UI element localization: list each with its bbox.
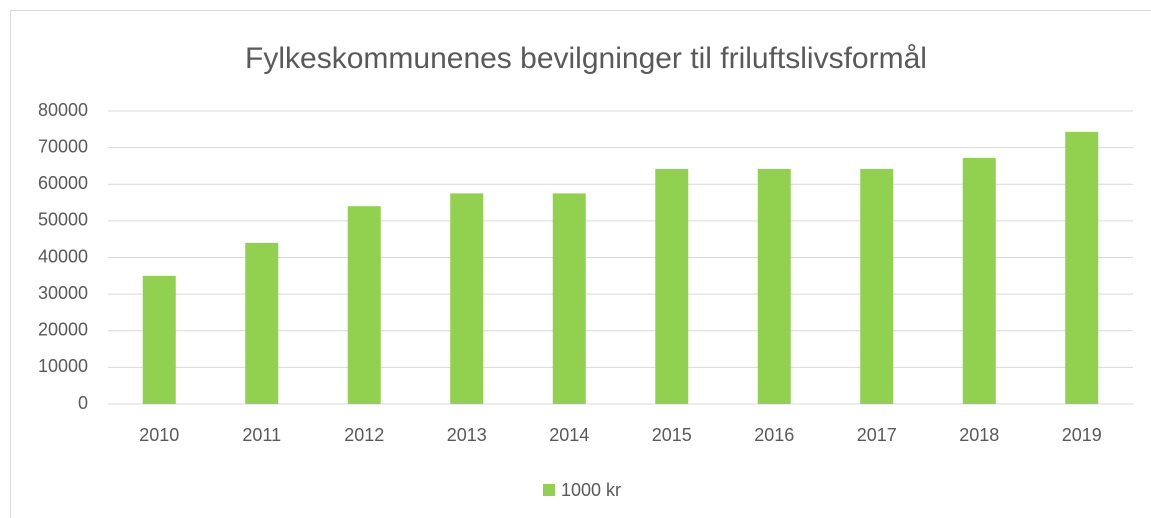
x-tick-label: 2011 [242,425,281,445]
x-tick-label: 2018 [959,425,999,445]
y-tick-label: 80000 [38,100,88,120]
bar [757,168,791,404]
x-tick-label: 2014 [549,425,589,445]
x-tick-label: 2016 [754,425,794,445]
x-tick-label: 2013 [447,425,487,445]
y-tick-label: 20000 [38,320,88,340]
y-tick-label: 50000 [38,210,88,230]
y-tick-label: 30000 [38,283,88,303]
y-tick-label: 70000 [38,136,88,156]
x-tick-label: 2010 [139,425,179,445]
legend-label: 1000 kr [561,480,621,500]
y-tick-label: 10000 [38,356,88,376]
x-tick-label: 2019 [1062,425,1102,445]
bar [860,168,894,404]
bar [347,206,381,404]
bar [245,242,279,404]
x-tick-label: 2015 [652,425,692,445]
chart-title: Fylkeskommunenes bevilgninger til friluf… [245,42,927,75]
bar [1065,131,1099,404]
y-tick-label: 40000 [38,246,88,266]
bar [450,193,484,404]
bar [552,193,586,404]
y-tick-label: 60000 [38,173,88,193]
x-tick-label: 2012 [344,425,384,445]
bar [142,275,176,404]
bar [962,157,996,404]
legend-swatch [543,484,555,496]
y-tick-label: 0 [78,393,88,413]
bar [655,168,689,404]
x-tick-label: 2017 [857,425,897,445]
